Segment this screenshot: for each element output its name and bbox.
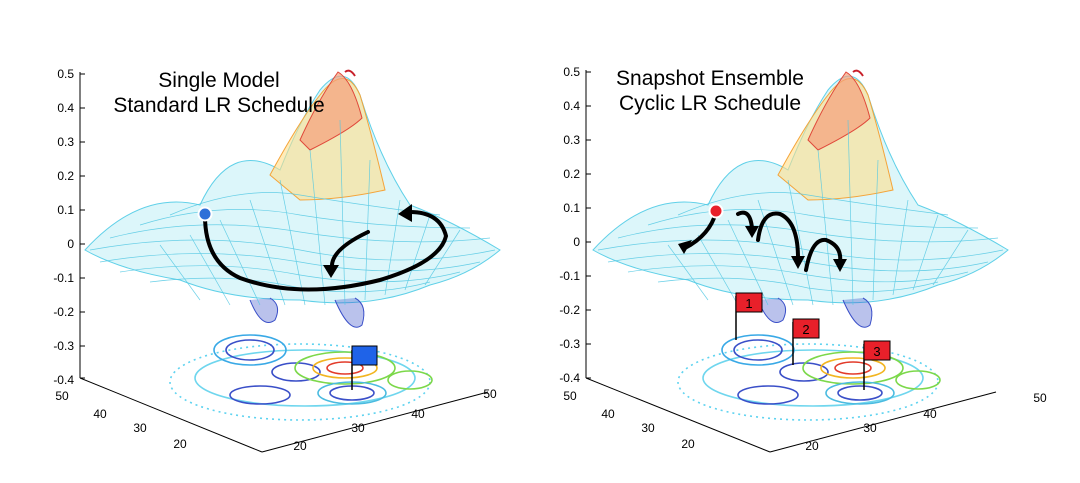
trajectory-arrowhead	[791, 256, 805, 269]
y-tick: 30	[641, 421, 655, 435]
y-axis	[585, 377, 771, 453]
minimum-flag	[351, 345, 378, 390]
y-tick: 40	[601, 407, 615, 421]
z-tick: 0.2	[57, 169, 74, 183]
z-tick: 0.5	[563, 65, 580, 79]
surface-plot-right: 0.5 0.4 0.3 0.2 0.1 0 -0.1 -0.2 -0.3 -0.…	[559, 65, 1047, 453]
z-tick: -0.1	[559, 269, 580, 283]
z-tick: 0.1	[57, 203, 74, 217]
y-tick: 20	[681, 437, 695, 451]
x-tick: 50	[483, 387, 497, 401]
x-tick: 40	[411, 407, 425, 421]
panel-title: Single Model Standard LR Schedule	[112, 68, 326, 118]
title-line-2: Standard LR Schedule	[113, 94, 325, 117]
trajectory-arrowhead	[398, 204, 412, 222]
title-line-1: Snapshot Ensemble	[616, 67, 804, 90]
z-tick: -0.4	[53, 373, 74, 387]
x-tick: 50	[1033, 391, 1047, 405]
title-line-1: Single Model	[158, 69, 280, 92]
trajectory-arrowhead	[678, 240, 692, 254]
trajectory-arrowhead	[745, 226, 759, 238]
title-line-2: Cyclic LR Schedule	[618, 92, 802, 115]
x-axis	[261, 391, 489, 453]
y-tick: 20	[173, 437, 187, 451]
start-point-marker	[197, 206, 213, 222]
z-tick: 0.1	[563, 201, 580, 215]
snapshot-flag-3: 3	[863, 340, 891, 390]
y-tick: 50	[563, 389, 577, 403]
z-tick: -0.3	[559, 337, 580, 351]
surface-plot-left: 0.5 0.4 0.3 0.2 0.1 0 -0.1 -0.2 -0.3 -0.…	[53, 67, 501, 453]
z-tick: 0.3	[563, 133, 580, 147]
z-tick: 0	[573, 235, 580, 249]
z-tick: 0.2	[563, 167, 580, 181]
sgd-trajectory	[203, 210, 449, 292]
snapshot-flag-1: 1	[735, 292, 763, 340]
y-tick: 50	[55, 389, 69, 403]
start-point-marker	[708, 203, 724, 219]
z-tick-labels: 0.5 0.4 0.3 0.2 0.1 0 -0.1 -0.2 -0.3 -0.…	[559, 65, 580, 385]
loss-surface-mesh	[84, 69, 501, 328]
flag-number: 1	[745, 296, 752, 311]
x-tick: 20	[293, 439, 307, 453]
z-tick-marks	[80, 73, 85, 379]
z-tick: 0.4	[57, 101, 74, 115]
z-tick: -0.2	[559, 303, 580, 317]
panel-single-model: 0.5 0.4 0.3 0.2 0.1 0 -0.1 -0.2 -0.3 -0.…	[53, 67, 501, 453]
y-tick: 30	[133, 421, 147, 435]
x-axis	[769, 391, 997, 453]
x-tick: 40	[923, 407, 937, 421]
panel-title: Snapshot Ensemble Cyclic LR Schedule	[598, 66, 822, 116]
contour-projection	[677, 334, 941, 421]
contour-projection	[169, 334, 433, 421]
y-tick: 40	[93, 407, 107, 421]
z-tick-marks	[586, 71, 591, 379]
y-axis	[79, 377, 263, 453]
z-tick: 0.3	[57, 135, 74, 149]
flag-number: 2	[802, 322, 809, 337]
z-tick: -0.3	[53, 339, 74, 353]
x-tick-labels: 20 30 40 50	[293, 387, 497, 453]
y-tick-labels: 50 40 30 20	[55, 389, 187, 451]
trajectory-arrowhead	[323, 265, 339, 278]
loss-surface-mesh	[592, 69, 1009, 328]
z-tick-labels: 0.5 0.4 0.3 0.2 0.1 0 -0.1 -0.2 -0.3 -0.…	[53, 67, 74, 387]
cyclic-trajectory	[683, 210, 843, 272]
x-tick: 30	[863, 421, 877, 435]
snapshot-flag-2: 2	[792, 318, 820, 365]
flag-number: 3	[873, 344, 880, 359]
x-tick: 20	[805, 439, 819, 453]
y-tick-labels: 50 40 30 20	[563, 389, 695, 451]
panel-snapshot-ensemble: 0.5 0.4 0.3 0.2 0.1 0 -0.1 -0.2 -0.3 -0.…	[540, 0, 1080, 483]
x-tick: 30	[351, 421, 365, 435]
trajectory-arrowhead	[833, 259, 847, 272]
z-tick: 0.4	[563, 99, 580, 113]
z-tick: -0.2	[53, 305, 74, 319]
z-tick: 0.5	[57, 67, 74, 81]
z-tick: -0.4	[559, 371, 580, 385]
z-tick: 0	[67, 237, 74, 251]
z-tick: -0.1	[53, 271, 74, 285]
x-tick-labels: 20 30 40 50	[805, 391, 1047, 453]
